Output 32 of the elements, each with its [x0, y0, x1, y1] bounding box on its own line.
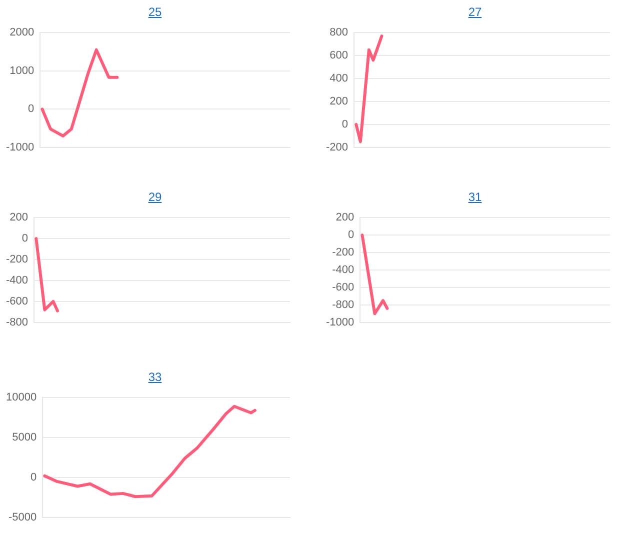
y-tick-label: -200: [326, 141, 348, 154]
y-tick-label: -200: [6, 254, 28, 266]
chart-title: 31: [468, 190, 482, 204]
y-tick-label: -1000: [326, 316, 354, 328]
y-tick-label: 400: [330, 72, 348, 85]
y-tick-label: 0: [28, 103, 34, 116]
y-tick-label: -800: [6, 316, 28, 328]
y-tick-label: 10000: [6, 392, 37, 404]
y-tick-label: -1000: [6, 141, 34, 154]
chart-title: 25: [148, 5, 162, 19]
chart-title: 29: [148, 190, 162, 204]
y-tick-label: -400: [332, 264, 354, 276]
y-tick-label: 200: [336, 212, 354, 224]
y-tick-label: 1000: [10, 64, 34, 77]
y-tick-label: -200: [332, 246, 354, 259]
y-tick-label: -600: [6, 295, 28, 308]
y-tick-label: 600: [330, 50, 348, 62]
y-tick-label: -600: [332, 282, 354, 294]
y-tick-label: 200: [330, 96, 348, 108]
y-tick-label: 0: [342, 118, 348, 130]
y-tick-label: 0: [30, 472, 37, 484]
y-tick-label: -5000: [8, 511, 37, 524]
y-tick-label: 0: [22, 232, 28, 245]
y-tick-label: 800: [330, 26, 348, 39]
y-tick-label: -400: [6, 274, 28, 287]
chart-title: 27: [468, 5, 482, 19]
chart-title: 33: [148, 370, 162, 384]
y-tick-label: 200: [10, 212, 28, 224]
y-tick-label: -800: [332, 298, 354, 311]
y-tick-label: 5000: [12, 432, 37, 444]
y-tick-label: 0: [348, 229, 354, 242]
y-tick-label: 2000: [10, 26, 34, 39]
